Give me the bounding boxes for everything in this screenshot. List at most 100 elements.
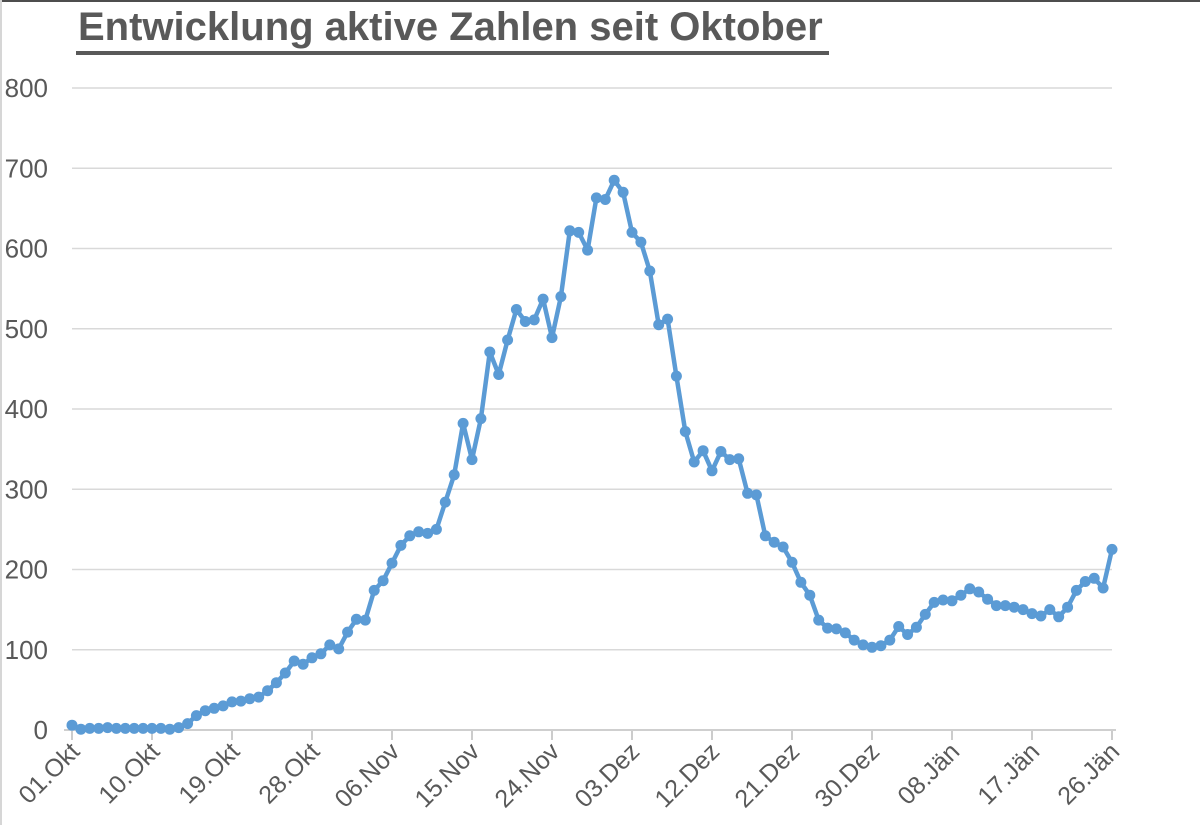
data-point	[848, 634, 860, 646]
data-point	[644, 265, 656, 277]
x-axis-label: 28.Okt	[253, 737, 325, 809]
data-point	[137, 722, 149, 734]
data-point	[537, 293, 549, 305]
data-point	[990, 600, 1002, 612]
data-point	[359, 614, 371, 626]
data-point	[866, 641, 878, 653]
data-point	[697, 445, 709, 457]
data-point	[430, 523, 442, 535]
data-point	[982, 593, 994, 605]
data-point	[1106, 543, 1118, 555]
data-point	[1062, 601, 1074, 613]
data-point	[804, 589, 816, 601]
data-point	[164, 723, 176, 735]
data-point	[84, 722, 96, 734]
data-point	[110, 722, 122, 734]
data-point	[235, 695, 247, 707]
window-top-edge	[0, 0, 1200, 2]
data-point	[493, 369, 505, 380]
data-point	[262, 685, 274, 697]
data-point	[617, 186, 629, 198]
data-point	[182, 718, 194, 730]
data-point	[1017, 604, 1029, 616]
data-point	[1044, 604, 1056, 616]
data-point	[439, 496, 451, 508]
data-point	[475, 413, 487, 425]
data-point	[919, 608, 931, 620]
data-point	[297, 658, 309, 670]
data-point	[404, 530, 416, 542]
data-point	[599, 194, 611, 205]
data-point	[573, 226, 585, 238]
y-axis-label: 700	[5, 153, 48, 183]
data-point	[653, 319, 665, 331]
data-point	[777, 541, 789, 553]
data-point	[66, 719, 78, 731]
data-point	[217, 700, 229, 712]
data-point	[973, 586, 985, 598]
data-point	[1053, 611, 1065, 623]
data-point	[635, 236, 647, 248]
y-axis-label: 600	[5, 234, 48, 264]
data-point	[937, 594, 949, 606]
data-point	[377, 575, 389, 587]
data-point	[93, 722, 105, 734]
y-axis-label: 800	[5, 73, 48, 103]
data-point	[786, 556, 798, 568]
x-axis-label: 26.Jän	[1052, 737, 1125, 810]
data-point	[999, 600, 1011, 612]
data-point	[1079, 576, 1091, 587]
data-point	[742, 487, 754, 499]
series-line	[69, 178, 1115, 732]
x-axis-label: 12.Dez	[649, 737, 725, 813]
data-point	[128, 722, 140, 734]
x-axis-label: 01.Okt	[13, 737, 85, 809]
data-point	[1035, 610, 1047, 622]
x-axis-label: 19.Okt	[173, 737, 245, 809]
data-point	[306, 652, 318, 664]
y-axis-label: 300	[5, 474, 48, 504]
data-point	[964, 583, 976, 595]
data-point	[715, 446, 727, 457]
data-point	[395, 539, 407, 551]
data-point	[413, 526, 425, 538]
data-point	[564, 225, 576, 237]
x-axis-label: 06.Nov	[329, 737, 405, 813]
data-point	[333, 643, 345, 655]
data-point	[884, 634, 896, 646]
data-point	[546, 332, 558, 344]
y-axis-label: 100	[5, 635, 48, 665]
data-point	[270, 677, 282, 689]
data-point	[466, 454, 478, 466]
data-point	[590, 192, 602, 204]
data-point	[253, 691, 265, 703]
data-point	[1008, 601, 1020, 613]
y-axis-label: 200	[5, 555, 48, 585]
data-point	[155, 722, 167, 734]
data-point	[955, 589, 967, 601]
x-axis-label: 10.Okt	[93, 737, 165, 809]
data-point	[75, 723, 87, 735]
data-point	[626, 226, 638, 238]
data-point	[822, 622, 834, 634]
y-axis-label: 400	[5, 394, 48, 424]
data-point	[368, 584, 380, 596]
window-left-edge	[0, 0, 2, 825]
data-point	[528, 314, 540, 326]
data-point	[502, 334, 514, 346]
data-point	[857, 639, 869, 651]
data-point	[706, 465, 718, 477]
data-point	[457, 417, 469, 429]
data-point	[733, 453, 745, 465]
data-point	[910, 621, 922, 633]
data-point	[555, 291, 567, 303]
data-point	[679, 426, 691, 437]
y-axis-label: 0	[34, 715, 48, 745]
data-point	[795, 576, 807, 588]
data-point	[173, 722, 185, 734]
data-point	[279, 667, 291, 679]
data-point	[1026, 608, 1038, 620]
data-point	[510, 304, 522, 315]
